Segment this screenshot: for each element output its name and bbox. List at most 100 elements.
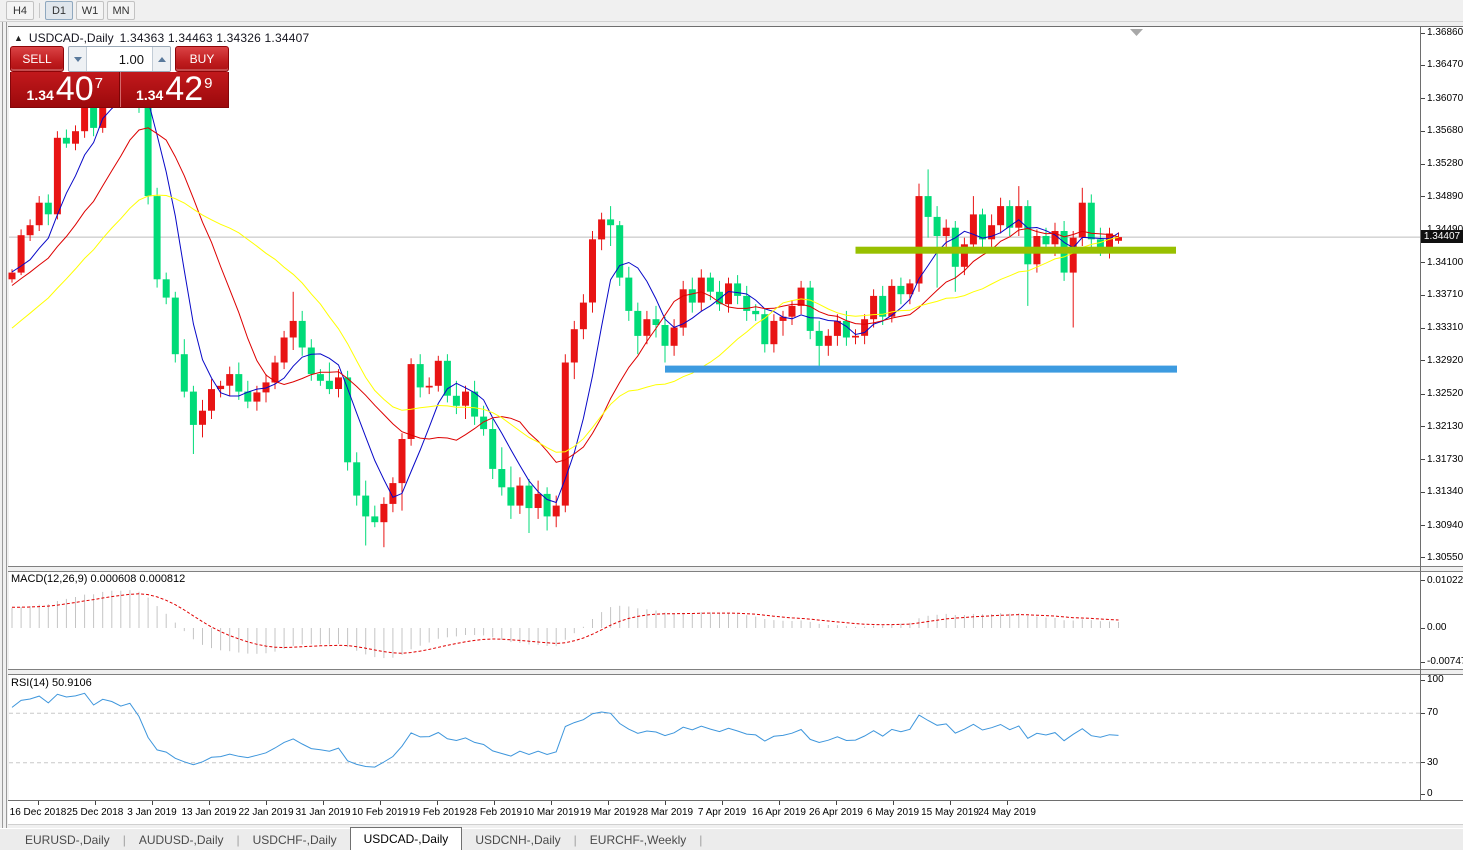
chart-tab-usdcad[interactable]: USDCAD-,Daily [349, 827, 463, 850]
support-line-blue[interactable] [665, 365, 1177, 373]
date-axis-label: 22 Jan 2019 [238, 807, 294, 818]
candle-body [416, 364, 424, 388]
candle-body [1078, 202, 1086, 238]
macd-axis-tick [1421, 661, 1425, 663]
candle-body [1096, 239, 1104, 248]
candle-body [598, 219, 606, 240]
candle-body [44, 202, 52, 215]
candle-body [235, 374, 243, 392]
candle-body [316, 374, 324, 381]
candle-body [960, 244, 968, 267]
timeframe-button-mn[interactable]: MN [107, 1, 135, 20]
price-axis-tick [1421, 327, 1425, 329]
candle-body [607, 219, 615, 226]
candle-body [462, 391, 469, 406]
macd-axis-label: 0.00 [1427, 622, 1447, 633]
date-axis-tick [950, 801, 951, 805]
candle-body [861, 319, 869, 336]
candle-body [452, 395, 460, 406]
rsi-separator[interactable] [0, 669, 1463, 675]
date-axis[interactable]: 16 Dec 2018 25 Dec 2018 3 Jan 2019 13 Jan 2… [0, 800, 1463, 825]
chart-tab-usdchf[interactable]: USDCHF-,Daily [252, 833, 337, 847]
date-axis-label: 25 Dec 2018 [66, 807, 124, 818]
candle-body [824, 335, 832, 346]
candle-body [770, 320, 778, 345]
candle-body [870, 295, 878, 320]
candle-body [579, 302, 587, 330]
buy-button[interactable]: BUY [175, 46, 229, 72]
resistance-line-olive[interactable] [855, 246, 1177, 254]
chart-tab-audusd[interactable]: AUDUSD-,Daily [138, 833, 224, 847]
candle-body [26, 225, 34, 236]
window-left-edge [0, 22, 8, 828]
candle-body [1069, 237, 1077, 273]
candle-body [589, 239, 596, 303]
candle-body [852, 335, 859, 338]
tab-separator: | [236, 833, 240, 847]
candle-body [833, 320, 841, 336]
date-axis-label: 10 Feb 2019 [351, 807, 409, 818]
candle-body [280, 337, 288, 363]
price-axis-tick [1421, 360, 1425, 362]
rsi-axis-label: 30 [1427, 756, 1439, 768]
date-axis-tick [38, 801, 39, 805]
candle-body [1024, 206, 1032, 265]
timeframe-button-h4[interactable]: H4 [6, 1, 34, 20]
candle-body [979, 214, 986, 240]
date-axis-tick [437, 801, 438, 805]
ma-mid-line [11, 127, 1119, 463]
date-axis-tick [1007, 801, 1008, 805]
date-axis-tick [494, 801, 495, 805]
date-axis-tick [665, 801, 666, 805]
candles [8, 50, 1122, 548]
candle-body [969, 214, 977, 245]
rsi-pane[interactable] [9, 674, 1420, 800]
volume-input[interactable] [87, 47, 152, 71]
candle-body [1042, 236, 1050, 245]
axis-border-line [1420, 27, 1421, 800]
candle-body [552, 505, 560, 517]
candle-body [734, 283, 742, 296]
timeframe-button-w1[interactable]: W1 [76, 1, 104, 20]
main-chart-pane[interactable] [9, 27, 1420, 566]
volume-increase-button[interactable] [152, 47, 170, 71]
candle-body [298, 320, 306, 348]
buy-price-figure: 1.34 [136, 87, 164, 103]
chart-tab-usdcnh[interactable]: USDCNH-,Daily [475, 833, 561, 847]
date-axis-tick [893, 801, 894, 805]
date-axis-tick [152, 801, 153, 805]
ma-fast-line [11, 87, 1119, 504]
chart-tab-bar: EURUSD-,Daily | AUDUSD-,Daily | USDCHF-,Dail… [0, 827, 1463, 850]
chart-tab-eurusd[interactable]: EURUSD-,Daily [25, 833, 110, 847]
chart-tab-eurchf[interactable]: EURCHF-,Weekly [589, 833, 687, 847]
sell-price[interactable]: 1.34 40 7 [11, 72, 120, 107]
timeframe-button-d1[interactable]: D1 [45, 1, 73, 20]
sell-button[interactable]: SELL [10, 46, 64, 72]
candle-body [162, 279, 170, 298]
candle-body [688, 289, 696, 303]
collapse-icon[interactable]: ▲ [14, 33, 23, 43]
candle-body [915, 196, 923, 284]
macd-separator[interactable] [0, 566, 1463, 572]
candle-body [226, 374, 234, 386]
volume-decrease-button[interactable] [69, 47, 87, 71]
date-axis-label: 24 May 2019 [978, 807, 1036, 818]
ma-slow-line [11, 194, 1119, 453]
candle-body [942, 227, 950, 236]
macd-axis-tick [1421, 627, 1425, 629]
candle-body [90, 100, 98, 128]
date-axis-label: 28 Mar 2019 [636, 807, 694, 818]
candle-body [35, 202, 43, 226]
candle-body [217, 385, 225, 390]
volume-spinner [68, 46, 171, 72]
candle-body [1051, 231, 1059, 245]
candle-body [716, 291, 723, 305]
date-axis-label: 28 Feb 2019 [465, 807, 523, 818]
date-axis-tick [722, 801, 723, 805]
candle-body [743, 295, 751, 311]
buy-price[interactable]: 1.34 42 9 [119, 72, 229, 107]
macd-pane[interactable] [9, 571, 1420, 669]
candle-body [471, 391, 479, 417]
candle-body [344, 377, 352, 463]
